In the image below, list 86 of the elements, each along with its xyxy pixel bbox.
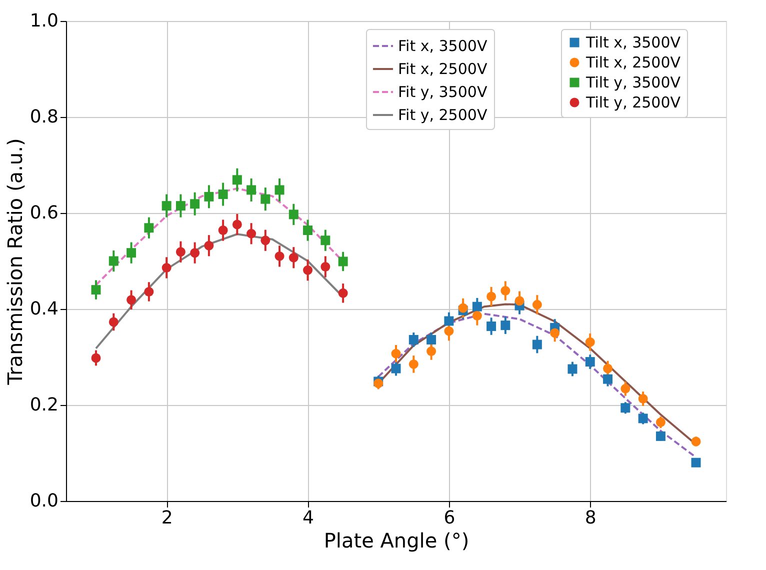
point bbox=[620, 403, 630, 413]
point bbox=[691, 436, 701, 446]
point bbox=[246, 228, 256, 238]
point bbox=[232, 175, 242, 185]
point bbox=[303, 265, 313, 275]
point bbox=[408, 334, 418, 344]
point bbox=[91, 353, 101, 363]
point bbox=[218, 190, 228, 200]
legend-label: Fit x, 2500V bbox=[398, 60, 488, 78]
point bbox=[246, 185, 256, 195]
point bbox=[638, 414, 648, 424]
x-axis-title: Plate Angle (°) bbox=[324, 528, 470, 552]
point bbox=[585, 357, 595, 367]
legend-label: Tilt x, 3500V bbox=[585, 34, 682, 52]
point bbox=[176, 247, 186, 257]
point bbox=[408, 359, 418, 369]
point bbox=[603, 364, 613, 374]
legend-label: Fit x, 3500V bbox=[398, 37, 488, 55]
point bbox=[108, 256, 118, 266]
y-tick-label: 0.6 bbox=[30, 202, 58, 224]
point bbox=[391, 348, 401, 358]
point bbox=[320, 236, 330, 246]
point bbox=[274, 251, 284, 261]
point bbox=[260, 236, 270, 246]
point bbox=[426, 346, 436, 356]
x-tick-label: 6 bbox=[444, 508, 456, 528]
point bbox=[458, 303, 468, 313]
point bbox=[274, 185, 284, 195]
point bbox=[500, 286, 510, 296]
point bbox=[260, 194, 270, 204]
point bbox=[514, 296, 524, 306]
y-tick-label: 0.2 bbox=[30, 394, 58, 416]
point bbox=[656, 431, 666, 441]
legend-label: Fit y, 3500V bbox=[398, 83, 488, 101]
point bbox=[126, 248, 136, 258]
point bbox=[568, 364, 578, 374]
point bbox=[232, 220, 242, 230]
point bbox=[486, 292, 496, 302]
point bbox=[620, 384, 630, 394]
point bbox=[444, 316, 454, 326]
legend-label: Tilt y, 2500V bbox=[585, 94, 682, 112]
legend-label: Tilt x, 2500V bbox=[585, 54, 682, 72]
point bbox=[500, 320, 510, 330]
point bbox=[204, 240, 214, 250]
point bbox=[585, 337, 595, 347]
point bbox=[204, 192, 214, 202]
point bbox=[218, 226, 228, 236]
point bbox=[303, 226, 313, 236]
point bbox=[550, 328, 560, 338]
point bbox=[91, 285, 101, 295]
y-tick-label: 1.0 bbox=[30, 10, 58, 32]
point bbox=[486, 322, 496, 332]
point bbox=[338, 288, 348, 298]
point bbox=[338, 256, 348, 266]
point bbox=[638, 394, 648, 404]
point bbox=[532, 340, 542, 350]
point bbox=[144, 223, 154, 233]
x-tick-label: 2 bbox=[161, 508, 173, 528]
point bbox=[190, 248, 200, 258]
point bbox=[108, 317, 118, 327]
point bbox=[288, 252, 298, 262]
y-axis-title: Transmission Ratio (a.u.) bbox=[2, 138, 27, 386]
point bbox=[656, 418, 666, 428]
point bbox=[472, 302, 482, 312]
point bbox=[162, 201, 172, 211]
point bbox=[190, 199, 200, 209]
point bbox=[320, 262, 330, 272]
point bbox=[288, 210, 298, 220]
point bbox=[176, 201, 186, 211]
legend-label: Fit y, 2500V bbox=[398, 106, 488, 124]
y-tick-label: 0.4 bbox=[30, 298, 58, 320]
x-tick-label: 4 bbox=[302, 508, 314, 528]
x-tick-label: 8 bbox=[584, 508, 596, 528]
y-tick-label: 0.8 bbox=[30, 106, 58, 128]
point bbox=[126, 295, 136, 305]
point bbox=[391, 364, 401, 374]
point bbox=[532, 300, 542, 310]
point bbox=[444, 326, 454, 336]
point bbox=[144, 286, 154, 296]
point bbox=[691, 458, 701, 468]
point bbox=[472, 310, 482, 320]
point bbox=[603, 374, 613, 384]
y-tick-label: 0.0 bbox=[30, 490, 58, 512]
point bbox=[162, 262, 172, 272]
point bbox=[426, 334, 436, 344]
legend-label: Tilt y, 3500V bbox=[585, 74, 682, 92]
